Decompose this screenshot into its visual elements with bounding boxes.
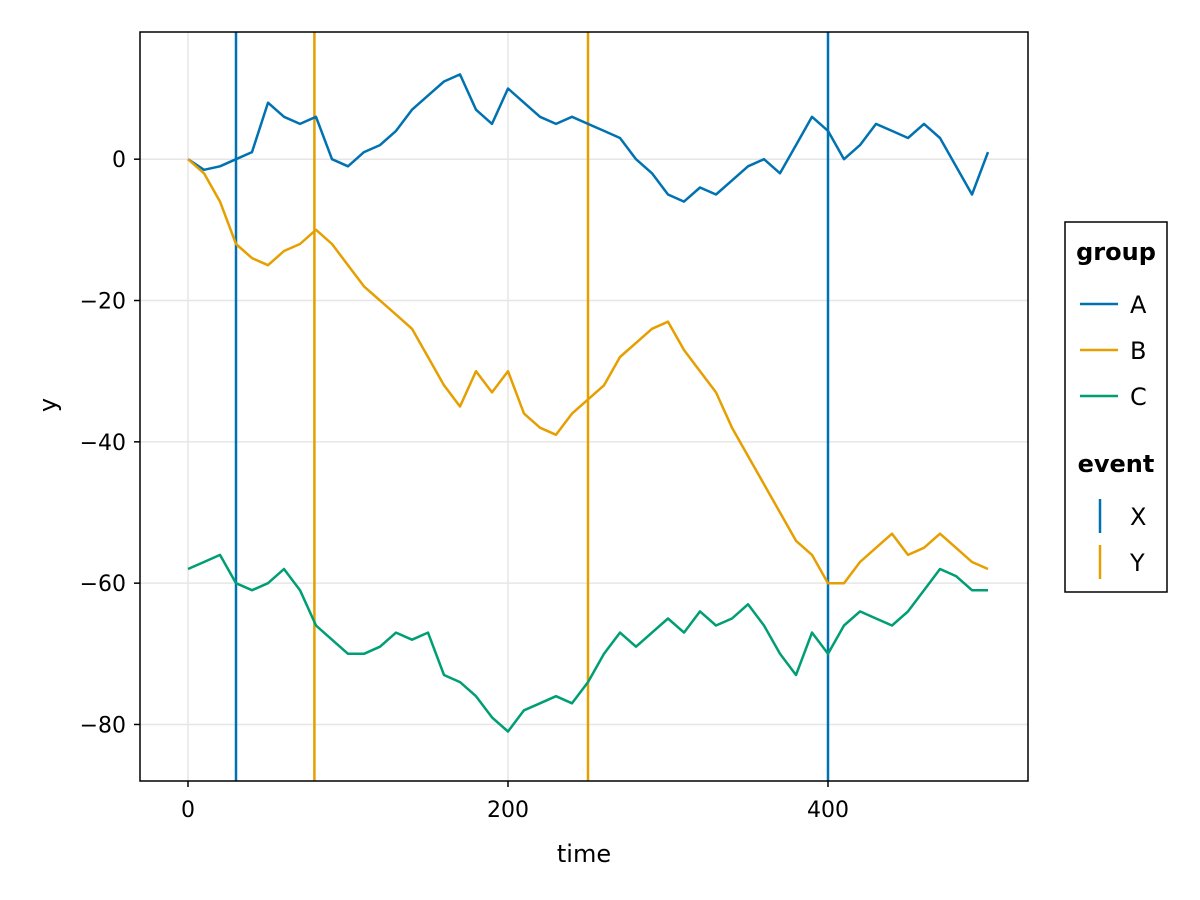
legend-label-a: A [1130,291,1147,319]
y-axis-label: y [34,398,62,412]
y-tick-label: −20 [80,290,126,315]
y-axis-ticks: 0 −20 −40 −60 −80 [80,148,140,738]
plot-frame [139,31,1029,782]
legend: group ABC event XY [1064,221,1168,593]
series-line-b [187,158,989,585]
x-tick-label: 400 [807,798,849,823]
y-tick-label: −80 [80,713,126,738]
series-line-c [187,553,988,733]
legend-label-b: B [1130,337,1146,365]
legend-event-entries: XY [1098,499,1146,579]
y-tick-label: −40 [80,431,126,456]
gridlines [140,32,1028,781]
legend-label-c: C [1130,383,1147,411]
x-tick-label: 0 [181,798,195,823]
legend-frame [1064,221,1168,593]
series-lines [187,73,990,733]
legend-event-title: event [1078,450,1155,478]
y-tick-label: −60 [80,572,126,597]
y-tick-label: 0 [112,148,126,173]
legend-label-y: Y [1129,549,1145,577]
x-tick-label: 200 [487,798,529,823]
legend-group-title: group [1076,238,1156,266]
x-axis-label: time [557,840,611,868]
event-lines [234,32,830,781]
x-axis-ticks: 0 200 400 [181,781,849,823]
legend-label-x: X [1130,503,1146,531]
series-line-a [187,73,990,203]
legend-group-entries: ABC [1080,291,1147,411]
